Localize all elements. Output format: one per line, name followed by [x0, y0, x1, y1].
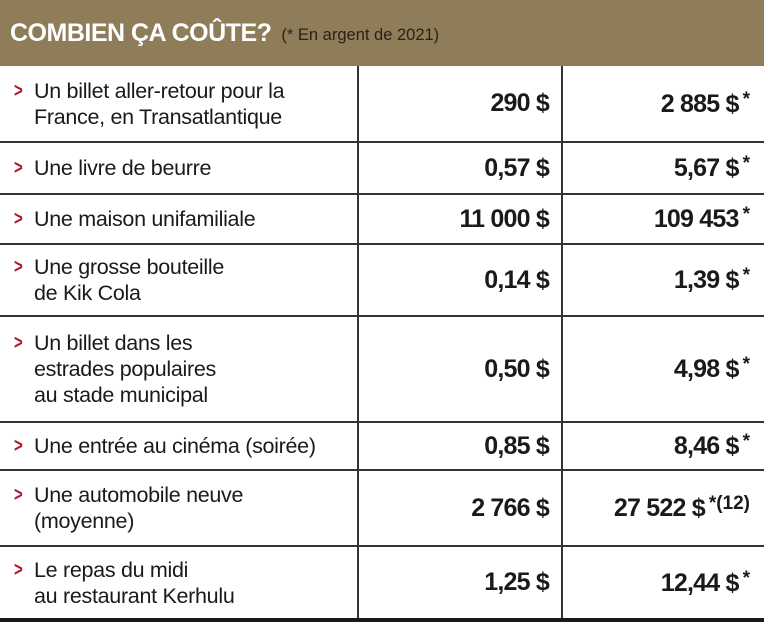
footnote-mark: *: [742, 354, 750, 375]
item-label: Une entrée au cinéma (soirée): [34, 434, 316, 458]
footnote-mark: *: [742, 153, 750, 174]
price-2021-value: 1,39 $: [673, 266, 740, 294]
price-2021-cell: 5,67 $ *: [562, 142, 764, 195]
table-row: > Une entrée au cinéma (soirée) 0,85 $ 8,…: [0, 422, 764, 471]
item-label: Une grosse bouteille de Kik Cola: [34, 255, 225, 305]
item-label: Une livre de beurre: [34, 156, 212, 180]
item-cell: > Un billet aller-retour pour la France, …: [0, 66, 359, 143]
price-2021-cell: 109 453 *: [562, 194, 764, 245]
table-row: > Une maison unifamiliale 11 000 $ 109 45…: [0, 194, 764, 245]
item-cell: > Le repas du midi au restaurant Kerhulu: [0, 546, 359, 622]
chevron-right-icon: >: [14, 484, 23, 506]
price-2021-cell: 4,98 $ *: [562, 316, 764, 423]
footnote-mark: *: [742, 204, 750, 225]
price-2021-cell: 8,46 $ *: [562, 422, 764, 471]
table-header: COMBIEN ÇA COÛTE? (* En argent de 2021): [0, 0, 764, 66]
item-label: Le repas du midi au restaurant Kerhulu: [34, 557, 235, 608]
item-label: Un billet aller-retour pour la France, e…: [34, 78, 285, 129]
price-cell: 0,14 $: [358, 244, 563, 317]
price-cell: 290 $: [358, 66, 563, 143]
chevron-right-icon: >: [14, 79, 23, 102]
price-cell: 0,50 $: [358, 316, 563, 423]
price-2021-value: 8,46 $: [673, 432, 740, 460]
currency-note: (* En argent de 2021): [281, 25, 440, 44]
chevron-right-icon: >: [14, 435, 23, 457]
chevron-right-icon: >: [14, 332, 23, 354]
price-2021-value: 12,44 $: [660, 568, 740, 597]
item-label: Une automobile neuve (moyenne): [34, 483, 244, 533]
item-cell: > Une entrée au cinéma (soirée): [0, 422, 359, 471]
table-row: > Un billet dans les estrades populaires …: [0, 316, 764, 423]
chevron-right-icon: >: [14, 256, 23, 278]
price-cell: 1,25 $: [358, 546, 563, 622]
price-table: > Un billet aller-retour pour la France, …: [0, 66, 764, 622]
item-cell: > Une maison unifamiliale: [0, 194, 359, 245]
table-row: > Une grosse bouteille de Kik Cola 0,14 $…: [0, 244, 764, 317]
price-2021-value: 5,67 $: [673, 154, 740, 182]
item-cell: > Un billet dans les estrades populaires …: [0, 316, 359, 423]
price-2021-cell: 27 522 $ *(12): [562, 470, 764, 547]
table-row: > Une livre de beurre 0,57 $ 5,67 $ *: [0, 142, 764, 195]
footnote-mark: *: [742, 567, 750, 589]
price-2021-value: 4,98 $: [673, 355, 740, 383]
chevron-right-icon: >: [14, 558, 23, 581]
page-title: COMBIEN ÇA COÛTE?: [10, 18, 272, 47]
price-2021-value: 2 885 $: [660, 89, 740, 118]
price-2021-value: 27 522 $: [613, 494, 706, 522]
item-cell: > Une livre de beurre: [0, 142, 359, 195]
price-2021-cell: 2 885 $ *: [562, 66, 764, 143]
footnote-mark: *: [742, 431, 750, 452]
item-cell: > Une automobile neuve (moyenne): [0, 470, 359, 547]
price-2021-value: 109 453: [653, 205, 740, 233]
price-cell: 0,57 $: [358, 142, 563, 195]
price-2021-cell: 12,44 $ *: [562, 546, 764, 622]
table-row: > Un billet aller-retour pour la France, …: [0, 66, 764, 143]
footnote-mark: *(12): [708, 493, 750, 514]
item-label: Une maison unifamiliale: [34, 207, 256, 231]
item-label: Un billet dans les estrades populaires a…: [34, 331, 216, 407]
price-cell: 11 000 $: [358, 194, 563, 245]
chevron-right-icon: >: [14, 157, 23, 179]
item-cell: > Une grosse bouteille de Kik Cola: [0, 244, 359, 317]
footnote-mark: *: [742, 265, 750, 286]
footnote-mark: *: [742, 88, 750, 110]
chevron-right-icon: >: [14, 208, 23, 230]
price-cell: 0,85 $: [358, 422, 563, 471]
table-row: > Une automobile neuve (moyenne) 2 766 $ …: [0, 470, 764, 547]
price-cell: 2 766 $: [358, 470, 563, 547]
table-row: > Le repas du midi au restaurant Kerhulu …: [0, 546, 764, 622]
price-2021-cell: 1,39 $ *: [562, 244, 764, 317]
